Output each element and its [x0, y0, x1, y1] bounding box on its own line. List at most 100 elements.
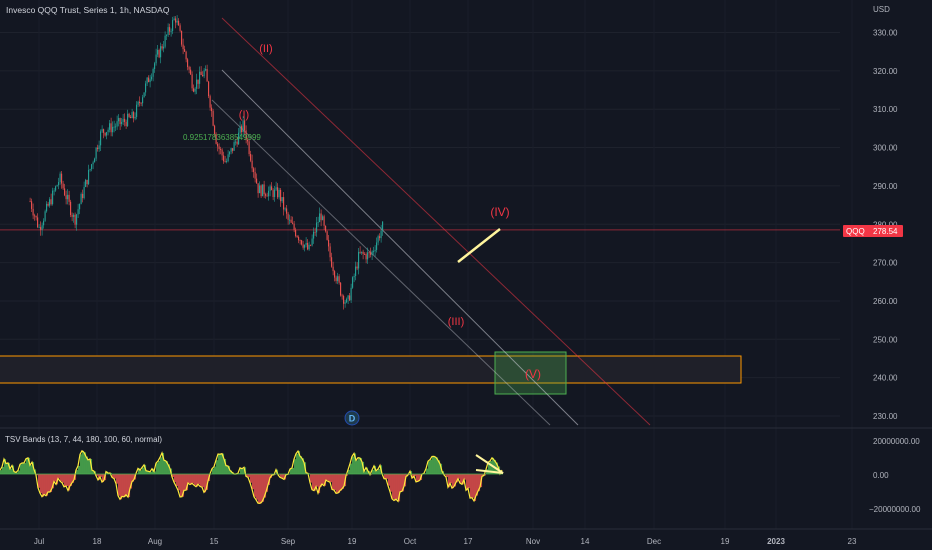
- candle-body: [307, 243, 309, 250]
- indicator-histogram-bar: [280, 474, 283, 478]
- target-zone-box[interactable]: [494, 351, 567, 395]
- indicator-histogram-bar: [458, 474, 461, 479]
- indicator-histogram-bar: [130, 474, 133, 489]
- candle-body: [371, 251, 373, 255]
- candle-body: [58, 182, 60, 186]
- indicator-histogram-bar: [48, 474, 51, 492]
- candle-body: [227, 154, 229, 162]
- candle-body: [187, 59, 189, 68]
- last-price-value: 278.54: [873, 227, 898, 236]
- indicator-histogram-bar: [326, 474, 329, 481]
- indicator-histogram-bar: [464, 474, 467, 480]
- price-tick-label: 300.00: [873, 144, 898, 153]
- candle-body: [113, 126, 115, 128]
- indicator-histogram-bar: [46, 474, 49, 496]
- indicator-histogram-bar: [336, 474, 339, 494]
- indicator-histogram-bar: [82, 450, 85, 474]
- candle-body: [344, 302, 346, 304]
- candle-body: [314, 231, 316, 233]
- candle-body: [221, 149, 223, 156]
- candle-body: [379, 236, 381, 239]
- indicator-histogram-bar: [120, 474, 123, 500]
- candle-body: [365, 254, 367, 260]
- indicator-histogram-bar: [184, 474, 187, 491]
- time-tick-label: Nov: [526, 537, 540, 546]
- indicator-histogram-bar: [28, 457, 31, 474]
- indicator-histogram-bar: [58, 474, 61, 479]
- candle-body: [136, 104, 138, 117]
- indicator-histogram-bar: [146, 470, 149, 474]
- indicator-histogram-bar: [356, 460, 359, 474]
- indicator-histogram-bar: [254, 474, 257, 497]
- support-zone-box[interactable]: [0, 355, 742, 384]
- candle-body: [266, 195, 268, 197]
- candle-body: [152, 68, 154, 77]
- indicator-histogram-bar: [6, 463, 9, 474]
- wave-label-v: (V): [525, 367, 541, 381]
- indicator-histogram-bar: [150, 471, 153, 474]
- time-tick-label: 15: [210, 537, 219, 546]
- candle-body: [106, 132, 108, 136]
- indicator-histogram-bar: [372, 470, 375, 474]
- indicator-histogram-bar: [128, 474, 131, 498]
- candle-body: [316, 222, 318, 233]
- indicator-histogram-bar: [448, 474, 451, 488]
- candle-body: [355, 266, 357, 276]
- indicator-highlight-lines[interactable]: [475, 454, 504, 474]
- indicator-histogram-bar: [30, 465, 33, 474]
- channel-upper-red[interactable]: [221, 17, 651, 426]
- candle-body: [139, 101, 141, 104]
- candle-body: [331, 257, 333, 267]
- candle-body: [305, 243, 307, 245]
- indicator-histogram-bar: [54, 474, 57, 482]
- candle-body: [362, 251, 364, 254]
- indicator-histogram-bar: [342, 474, 345, 489]
- indicator-tick-bottom: −20000000.00: [869, 505, 921, 514]
- price-tick-label: 290.00: [873, 182, 898, 191]
- candle-body: [181, 30, 183, 45]
- candle-body: [272, 190, 274, 198]
- candle-body: [199, 71, 201, 84]
- indicator-histogram-bar: [20, 464, 23, 474]
- indicator-histogram-bar: [478, 474, 481, 492]
- candle-body: [377, 236, 379, 243]
- indicator-histogram-bar: [398, 474, 401, 502]
- candle-body: [91, 164, 93, 170]
- channel-lower-white[interactable]: [211, 99, 551, 426]
- dividend-marker-icon[interactable]: [344, 410, 360, 426]
- indicator-histogram-bar: [72, 474, 75, 483]
- indicator-histogram-bar: [490, 460, 493, 474]
- price-axis[interactable]: 330.00 320.00 310.00 300.00 290.00 280.00 270.…: [873, 29, 898, 422]
- indicator-histogram-bar: [334, 474, 337, 491]
- indicator-histogram-bar: [302, 458, 305, 474]
- indicator-histogram-bar: [476, 474, 479, 496]
- candle-body: [235, 141, 237, 143]
- indicator-histogram-bar: [256, 474, 259, 500]
- indicator-histogram-bar: [44, 474, 47, 495]
- indicator-histogram-bar: [116, 474, 119, 484]
- indicator-histogram-bar: [402, 474, 405, 492]
- indicator-histogram-bar: [354, 453, 357, 474]
- indicator-histogram-bar: [228, 466, 231, 474]
- wave-highlight-line[interactable]: [457, 228, 501, 263]
- candle-body: [229, 151, 231, 155]
- candle-body: [218, 146, 220, 150]
- indicator-histogram-bar: [10, 468, 13, 474]
- candle-body: [137, 101, 139, 105]
- candle-body: [65, 195, 67, 200]
- candle-body: [76, 214, 78, 225]
- candle-body: [61, 173, 63, 184]
- candle-body: [116, 121, 118, 127]
- candle-body: [86, 179, 88, 185]
- indicator-histogram-bar: [436, 457, 439, 474]
- indicator-histogram-bar: [376, 470, 379, 474]
- indicator-histogram-bar: [98, 474, 101, 480]
- candle-body: [92, 162, 94, 165]
- channel-mid-white[interactable]: [221, 69, 579, 426]
- candle-body: [175, 18, 177, 23]
- candle-body: [274, 189, 276, 198]
- indicator-histogram-bar: [468, 474, 471, 489]
- candle-body: [353, 275, 355, 278]
- time-axis[interactable]: Jul 18 Aug 15 Sep 19 Oct 17 Nov 14 Dec 19 2023 23: [34, 537, 857, 546]
